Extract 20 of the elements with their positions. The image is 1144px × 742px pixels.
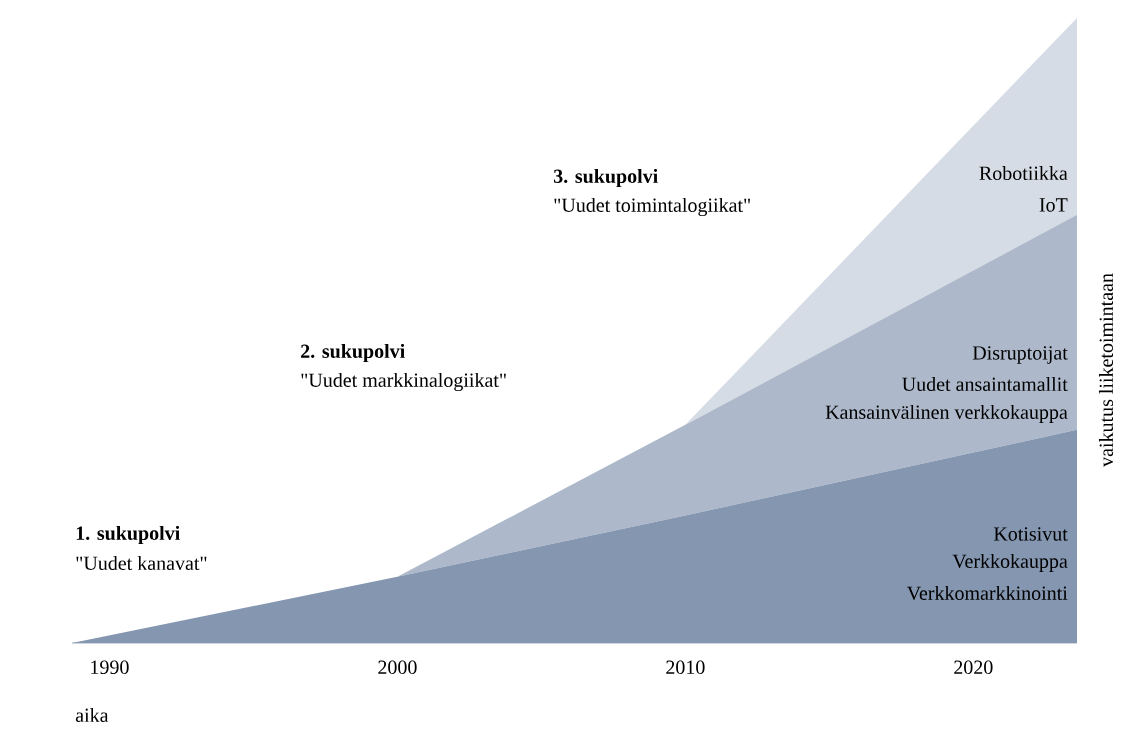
annotation: Kansainvälinen verkkokauppa: [825, 404, 1068, 424]
annotation: Verkkomarkkinointi: [906, 585, 1068, 601]
annotation: "Uudet toimintalogiikat": [554, 197, 750, 217]
annotation: IoT: [1039, 198, 1068, 212]
annotation: Kotisivut: [993, 527, 1068, 541]
annotation: Disruptoijat: [972, 346, 1068, 364]
annotation: 3. sukupolvi: [553, 168, 658, 188]
x-tick-label: 1990: [91, 660, 129, 675]
annotation: Verkkokauppa: [952, 553, 1068, 573]
y-axis-title: vaikutus liiketoimintaan: [1098, 273, 1114, 467]
x-axis-title: aika: [75, 707, 109, 723]
x-tick-label: 2000: [378, 660, 417, 675]
annotation: Robotiikka: [979, 165, 1068, 181]
x-tick-label: 2010: [666, 660, 705, 675]
annotation: "Uudet kanavat": [76, 555, 207, 571]
annotation: Uudet ansaintamallit: [902, 376, 1068, 392]
x-tick-label: 2020: [954, 660, 993, 675]
annotation: 1. sukupolvi: [76, 525, 180, 545]
annotation: 2. sukupolvi: [301, 343, 405, 363]
annotation: "Uudet markkinalogiikat": [301, 372, 506, 392]
